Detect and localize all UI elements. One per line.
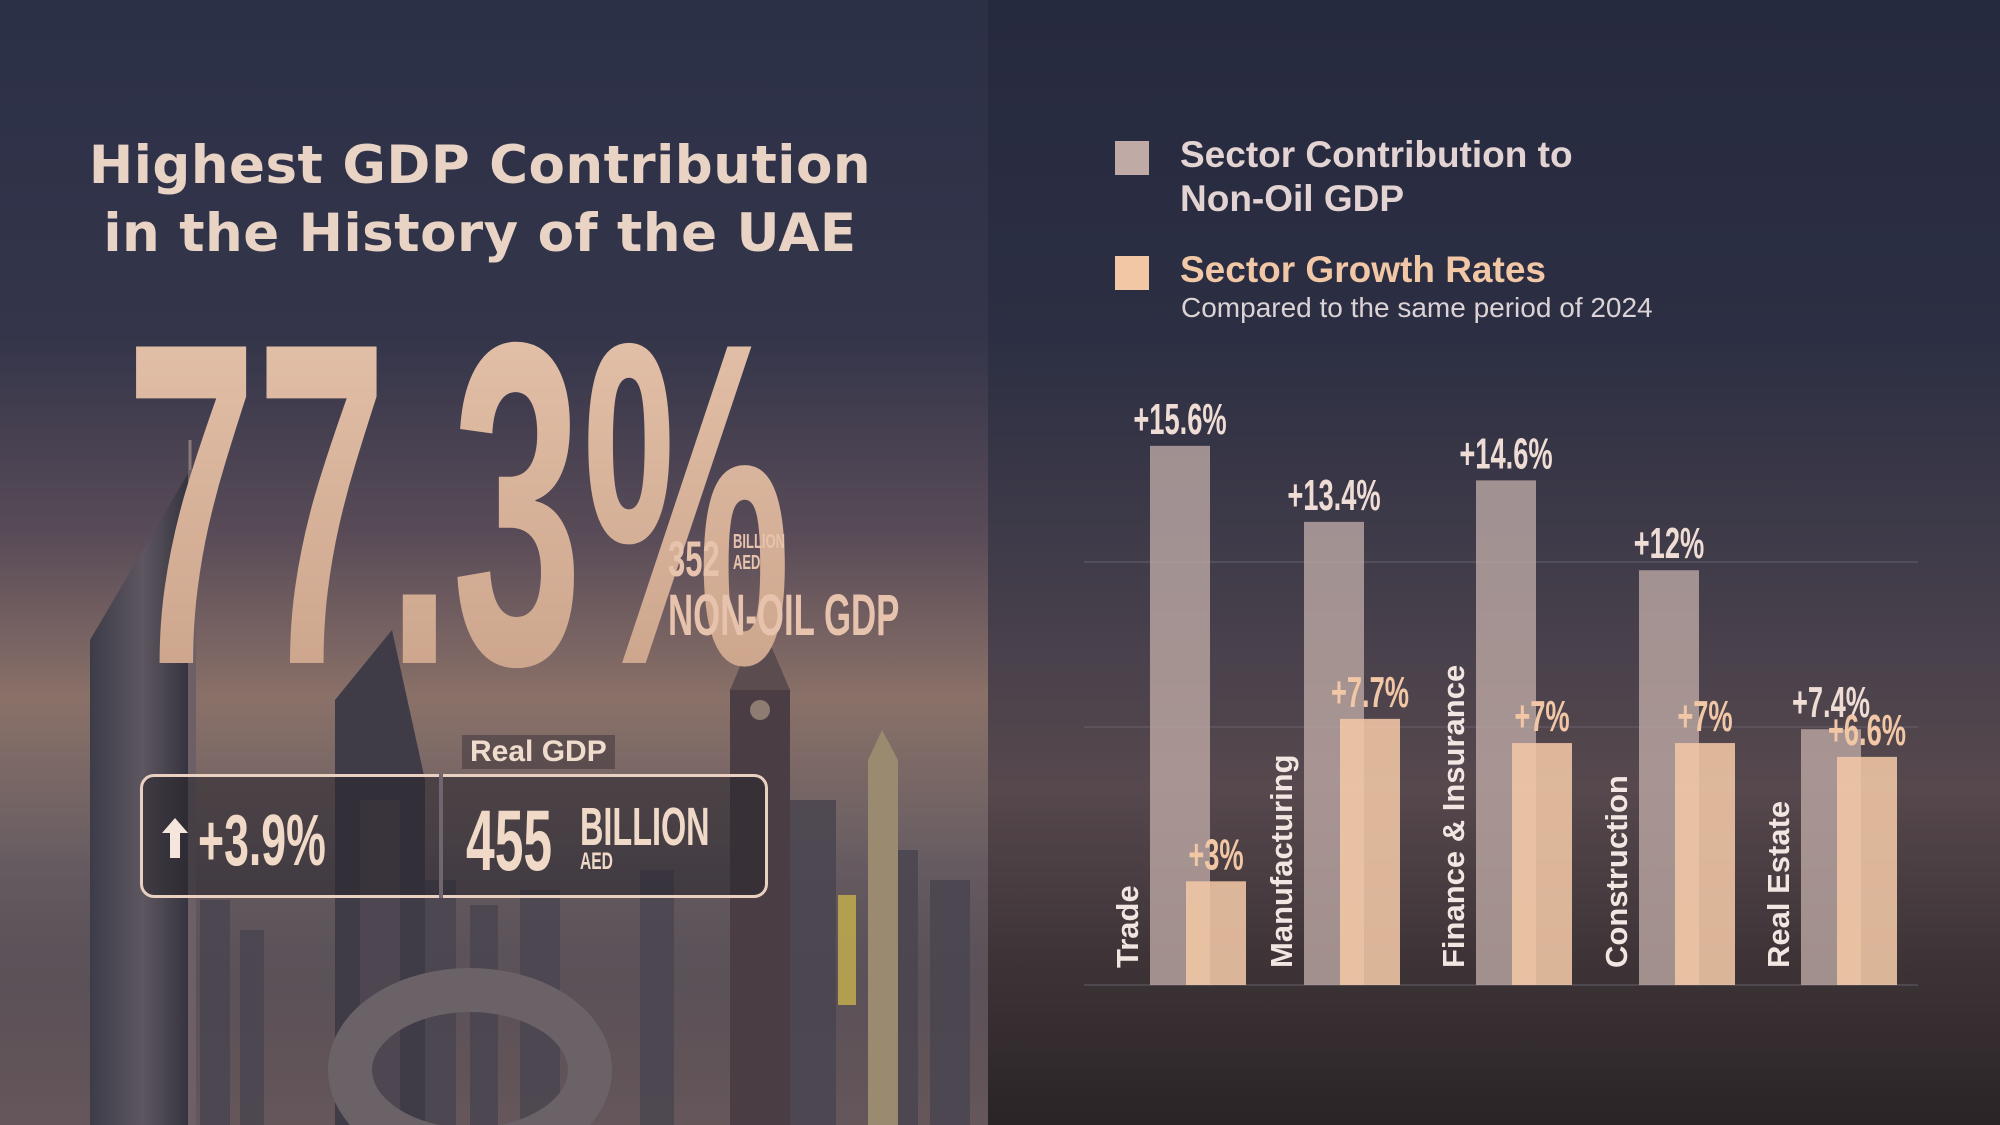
legend-swatch-contribution: [1115, 141, 1149, 175]
real-gdp-value: 455: [466, 793, 553, 889]
category-label-1: Manufacturing: [1264, 754, 1299, 968]
contribution-label-2: +14.6%: [1459, 429, 1552, 478]
real-gdp-label: Real GDP: [462, 735, 615, 769]
card-divider: [439, 774, 443, 898]
legend-contribution-line-2: Non-Oil GDP: [1180, 178, 1405, 219]
growth-bar-1: [1340, 718, 1400, 985]
non-oil-share-value: 77.3%: [126, 295, 791, 695]
contribution-label-3: +12%: [1634, 519, 1705, 568]
headline-line-2: in the History of the UAE: [103, 203, 857, 264]
real-gdp-card: [140, 774, 768, 898]
category-label-3: Construction: [1599, 775, 1634, 968]
contribution-label-4: +7.4%: [1792, 678, 1870, 727]
contribution-label-0: +15.6%: [1133, 394, 1226, 443]
growth-bar-3: [1675, 743, 1735, 985]
non-oil-amount: 352: [668, 531, 720, 587]
headline-line-1: Highest GDP Contribution: [88, 135, 872, 196]
growth-label-4: +6.6%: [1828, 705, 1906, 754]
non-oil-gdp-label: NON-OIL GDP: [668, 583, 900, 648]
growth-bar-2: [1512, 743, 1572, 985]
category-label-0: Trade: [1110, 885, 1145, 968]
gdp-highlight-panel: Highest GDP Contribution in the History …: [0, 0, 988, 1125]
legend-growth-title: Sector Growth Rates: [1180, 249, 1546, 290]
growth-label-0: +3%: [1188, 830, 1243, 879]
legend-swatch-growth: [1115, 256, 1149, 290]
legend-growth-subtitle: Compared to the same period of 2024: [1181, 292, 1653, 323]
arrow-up-icon: [162, 818, 188, 858]
contribution-label-1: +13.4%: [1287, 470, 1380, 519]
growth-label-1: +7.7%: [1331, 667, 1409, 716]
growth-label-3: +7%: [1677, 691, 1732, 740]
growth-bar-4: [1837, 756, 1897, 985]
non-oil-unit-billion: BILLION: [733, 531, 785, 553]
legend-contribution-line-1: Sector Contribution to: [1180, 134, 1573, 175]
category-label-2: Finance & Insurance: [1436, 665, 1471, 968]
sector-bar-chart: +15.6% +3% Trade +13.4% +7.7% Manufacturing +1…: [1084, 394, 1918, 986]
real-gdp-growth: +3.9%: [198, 801, 326, 881]
category-label-4: Real Estate: [1761, 801, 1796, 968]
non-oil-share-figure: 77.3%: [126, 295, 791, 695]
sector-chart-panel: Sector Contribution to Non-Oil GDP Secto…: [988, 0, 2000, 1125]
growth-label-2: +7%: [1514, 691, 1569, 740]
growth-bar-0: [1186, 881, 1246, 985]
non-oil-unit-aed: AED: [733, 552, 761, 574]
real-gdp-currency: AED: [580, 848, 613, 875]
real-gdp-unit: BILLION: [580, 797, 710, 857]
